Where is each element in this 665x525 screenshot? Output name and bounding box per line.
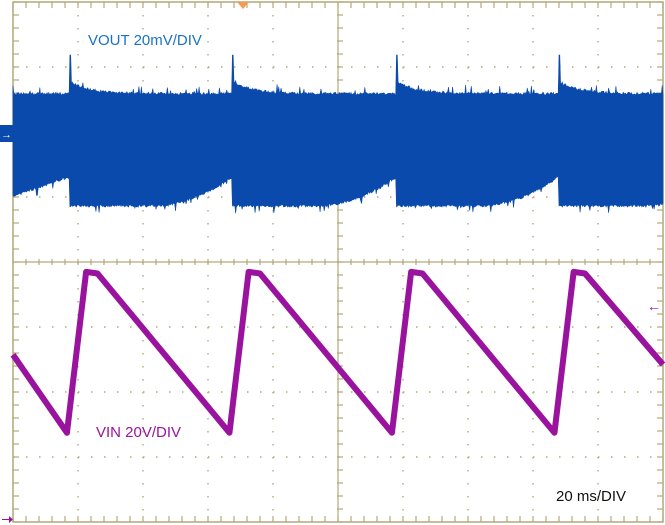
trigger-marker-icon [237, 2, 249, 9]
vout-trace [12, 54, 664, 214]
vout-arrow-icon: → [1, 129, 12, 141]
vout-scale-label: VOUT 20mV/DIV [88, 32, 202, 49]
vout-marker-box [0, 125, 13, 142]
reference-arrow-icon [2, 516, 13, 523]
vin-scale-label: VIN 20V/DIV [96, 424, 181, 441]
vin-trace [10, 268, 665, 436]
vin-waveform [10, 268, 665, 436]
vout-ground-marker: → [0, 125, 13, 142]
graticule [12, 1, 664, 523]
vin-arrow-icon: ← [647, 298, 661, 314]
timebase-label: 20 ms/DIV [556, 488, 626, 505]
vout-waveform [12, 54, 664, 214]
